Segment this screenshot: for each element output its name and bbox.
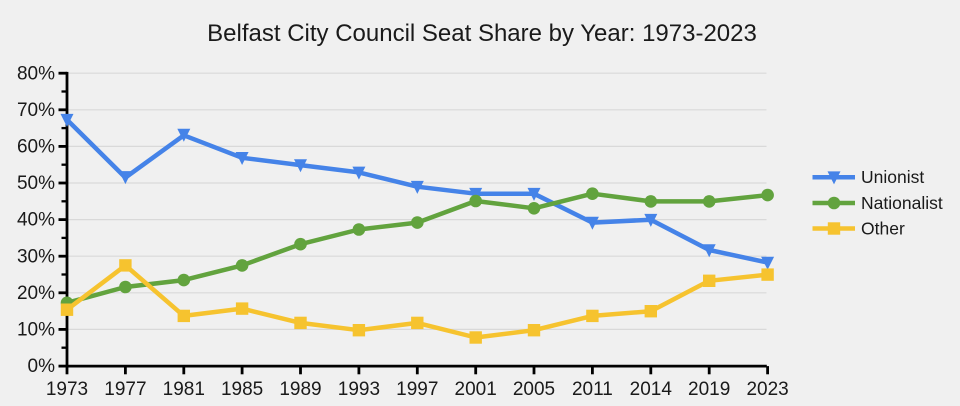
svg-text:1981: 1981 [163,379,205,400]
svg-text:2005: 2005 [513,379,555,400]
svg-text:50%: 50% [17,173,55,194]
svg-text:2014: 2014 [630,379,673,400]
svg-text:1973: 1973 [46,379,88,400]
svg-text:30%: 30% [17,246,55,267]
svg-text:1993: 1993 [338,379,380,400]
svg-text:1989: 1989 [279,379,321,400]
svg-text:20%: 20% [17,283,55,304]
svg-text:2023: 2023 [746,379,788,400]
svg-text:0%: 0% [28,356,56,377]
svg-text:1977: 1977 [104,379,146,400]
svg-text:70%: 70% [17,100,55,121]
svg-text:Belfast City Council Seat Shar: Belfast City Council Seat Share by Year:… [207,20,757,47]
svg-text:Unionist: Unionist [861,167,924,187]
svg-text:2011: 2011 [572,379,613,400]
svg-text:Other: Other [861,219,905,239]
svg-text:1997: 1997 [396,379,438,400]
svg-text:1985: 1985 [221,379,263,400]
svg-text:10%: 10% [17,320,55,341]
svg-text:2001: 2001 [455,379,497,400]
svg-text:Nationalist: Nationalist [861,193,943,213]
svg-text:40%: 40% [17,210,55,231]
svg-text:2019: 2019 [688,379,730,400]
svg-text:80%: 80% [17,63,55,84]
svg-text:60%: 60% [17,137,55,158]
